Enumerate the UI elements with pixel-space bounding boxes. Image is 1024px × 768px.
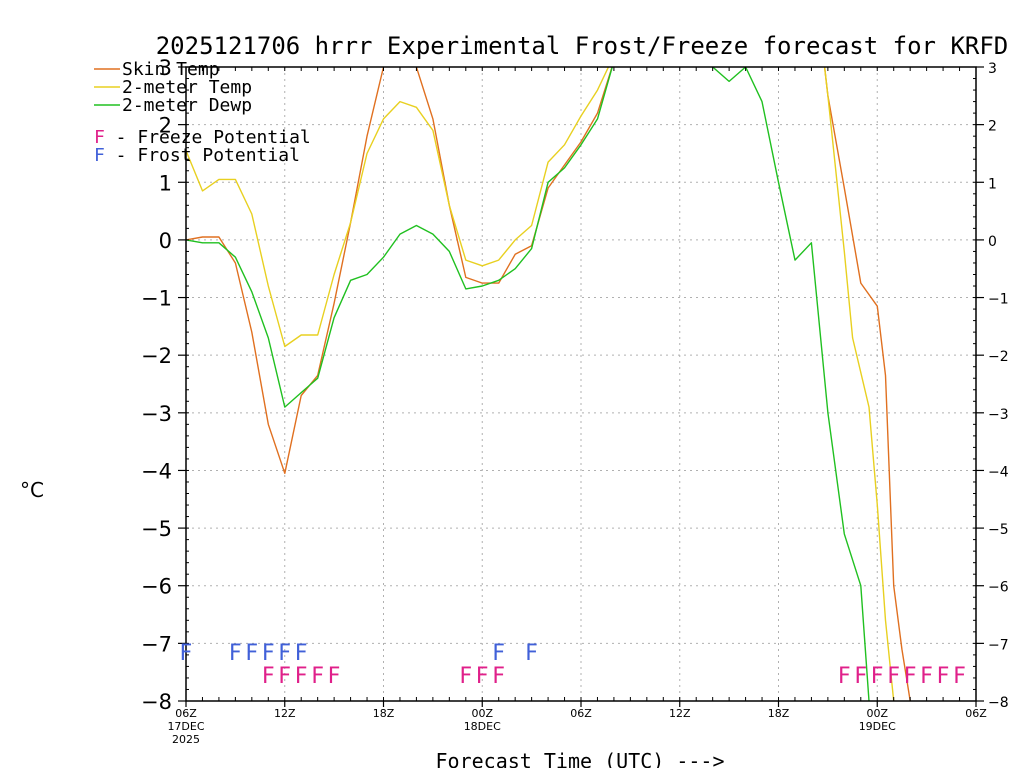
flag-legend-entry: F - Freeze Potential xyxy=(94,127,311,148)
y-tick-label-right: 2 xyxy=(988,119,997,135)
y-tick-label-left: 3 xyxy=(159,56,172,80)
freeze-flag: F xyxy=(328,664,341,689)
x-tick-label: 12Z xyxy=(669,707,691,720)
x-tick-date-label: 17DEC xyxy=(167,720,204,733)
y-tick-label-right: −1 xyxy=(988,292,1009,308)
freeze-flag: F xyxy=(492,664,505,689)
y-tick-label-left: 0 xyxy=(159,229,172,253)
flag-legend-entry: F - Frost Potential xyxy=(94,145,300,166)
y-tick-label-left: 1 xyxy=(159,171,172,195)
flag-legend-text: - Freeze Potential xyxy=(105,127,311,148)
y-tick-label-left: −2 xyxy=(141,344,172,368)
x-tick-label: 06Z xyxy=(965,707,987,720)
frost-flag: F xyxy=(278,641,291,666)
y-tick-label-left: −8 xyxy=(141,690,172,714)
x-tick-year-label: 2025 xyxy=(172,733,200,746)
y-tick-label-left: 2 xyxy=(159,114,172,138)
frost-flag: F xyxy=(246,641,259,666)
y-tick-label-left: −3 xyxy=(141,402,172,426)
x-tick-label: 12Z xyxy=(274,707,296,720)
freeze-flag: F xyxy=(311,664,324,689)
x-tick-date-label: 18DEC xyxy=(464,720,501,733)
freeze-flag: F xyxy=(953,664,966,689)
freeze-flag: F xyxy=(904,664,917,689)
axis-ticks: 3 3 2 2 1 1 0 0 −1 −1 −2 −2 −3 −3 −4 −4 −5 −5 −6 −6 −7 −7 −8 −8… xyxy=(141,56,1009,746)
freeze-flag: F xyxy=(838,664,851,689)
y-tick-label-left: −6 xyxy=(141,575,172,599)
frost-flag: F xyxy=(492,641,505,666)
y-tick-label-left: −1 xyxy=(141,287,172,311)
grid xyxy=(186,67,976,701)
y-tick-label-right: 0 xyxy=(988,234,997,250)
y-tick-label-right: −5 xyxy=(988,522,1009,538)
frost-flag: F xyxy=(295,641,308,666)
freeze-flag: F xyxy=(262,664,275,689)
y-tick-label-right: 1 xyxy=(988,176,997,192)
flag-legend-text: - Frost Potential xyxy=(105,145,300,166)
x-tick-date-label: 19DEC xyxy=(859,720,896,733)
legend-label: 2-meter Temp xyxy=(122,77,252,98)
flag-legend-letter: F xyxy=(94,127,105,148)
y-tick-label-right: −3 xyxy=(988,407,1009,423)
series-layer xyxy=(186,67,911,701)
x-tick-label: 00Z xyxy=(471,707,493,720)
freeze-flag: F xyxy=(871,664,884,689)
freeze-flag: F xyxy=(476,664,489,689)
series-line-skin-temp xyxy=(186,67,911,701)
y-axis-label: °C xyxy=(20,478,44,502)
y-tick-label-left: −7 xyxy=(141,632,172,656)
y-tick-label-right: −8 xyxy=(988,695,1009,711)
y-tick-label-right: −4 xyxy=(988,464,1009,480)
x-tick-label: 18Z xyxy=(373,707,395,720)
y-tick-label-left: −5 xyxy=(141,517,172,541)
freeze-flag: F xyxy=(937,664,950,689)
freeze-flag: F xyxy=(920,664,933,689)
frost-flag: F xyxy=(262,641,275,666)
frost-flag: F xyxy=(229,641,242,666)
y-tick-label-left: −4 xyxy=(141,459,172,483)
y-tick-label-right: −2 xyxy=(988,349,1009,365)
x-tick-label: 18Z xyxy=(768,707,790,720)
x-axis-label: Forecast Time (UTC) ---> xyxy=(436,749,725,768)
flag-legend-letter: F xyxy=(94,145,105,166)
freeze-flag: F xyxy=(887,664,900,689)
y-tick-label-right: −6 xyxy=(988,580,1009,596)
series-line-2-meter-dewp xyxy=(186,67,870,701)
series-line-2-meter-temp xyxy=(186,67,895,701)
freeze-flag: F xyxy=(278,664,291,689)
x-tick-label: 06Z xyxy=(175,707,197,720)
freeze-flag: F xyxy=(295,664,308,689)
frost-flag: F xyxy=(525,641,538,666)
x-tick-label: 00Z xyxy=(866,707,888,720)
legend-label: 2-meter Dewp xyxy=(122,95,252,116)
legend-label: Skin Temp xyxy=(122,59,220,80)
x-tick-label: 06Z xyxy=(570,707,592,720)
y-tick-label-right: 3 xyxy=(988,61,997,77)
chart-title: 2025121706 hrrr Experimental Frost/Freez… xyxy=(156,32,1009,60)
freeze-flag: F xyxy=(854,664,867,689)
frost-flag: F xyxy=(180,641,193,666)
freeze-flag: F xyxy=(459,664,472,689)
y-tick-label-right: −7 xyxy=(988,637,1009,653)
frost-freeze-flags: F F F F F F F FF F F F F F F F F F F F F F F F xyxy=(180,641,966,689)
